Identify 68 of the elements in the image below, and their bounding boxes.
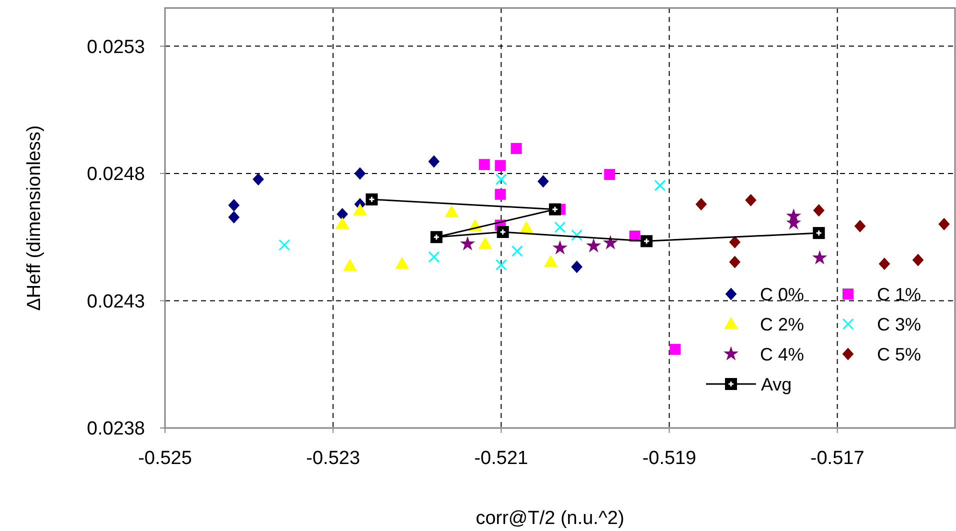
- legend-label: C 2%: [760, 314, 804, 334]
- point: [813, 204, 824, 216]
- point: [460, 236, 476, 250]
- point: [428, 251, 440, 263]
- y-tick-label: 0.0253: [86, 36, 145, 58]
- point: [478, 236, 492, 249]
- legend-label: C 4%: [760, 344, 804, 364]
- point: [496, 226, 509, 238]
- point: [228, 199, 240, 212]
- point: [228, 211, 240, 224]
- x-tick-label: -0.517: [810, 448, 864, 469]
- y-tick-label: 0.0238: [86, 418, 145, 440]
- point: [428, 155, 440, 168]
- x-tick-label: -0.525: [138, 448, 192, 469]
- point: [511, 245, 523, 257]
- point: [812, 250, 828, 264]
- point: [745, 194, 756, 206]
- legend-label: C 5%: [877, 344, 922, 364]
- x-tick-label: -0.519: [642, 448, 696, 469]
- point: [586, 238, 602, 252]
- point: [510, 143, 522, 154]
- point: [494, 160, 506, 172]
- point: [548, 203, 561, 216]
- point: [430, 231, 442, 244]
- y-tick-label: 0.0248: [86, 164, 145, 186]
- x-tick-label: -0.521: [474, 448, 528, 469]
- point: [342, 258, 357, 271]
- point: [571, 229, 583, 241]
- point: [538, 175, 549, 188]
- y-axis-title: ΔHeff (dimensionless): [24, 125, 45, 311]
- point: [912, 254, 924, 266]
- point: [854, 220, 866, 232]
- point: [278, 239, 290, 251]
- point: [729, 256, 740, 268]
- point: [494, 188, 506, 200]
- legend-label: C 0%: [760, 284, 804, 304]
- point: [938, 218, 950, 230]
- point: [354, 167, 366, 180]
- point: [252, 173, 264, 186]
- x-tick-label: -0.523: [306, 448, 360, 469]
- point: [640, 235, 653, 248]
- point: [336, 208, 348, 220]
- legend-label: C 3%: [877, 314, 922, 334]
- point: [878, 258, 890, 270]
- point: [444, 205, 459, 218]
- legend-label: Avg: [761, 374, 792, 394]
- point: [519, 221, 534, 234]
- y-tick-label: 0.0243: [86, 291, 145, 312]
- point: [495, 174, 507, 186]
- point: [495, 259, 507, 271]
- point: [670, 344, 681, 355]
- point: [604, 168, 616, 180]
- point: [352, 203, 367, 216]
- point: [696, 198, 707, 210]
- point: [571, 260, 582, 273]
- point: [544, 255, 558, 268]
- point: [654, 180, 666, 192]
- point: [478, 159, 490, 170]
- point: [335, 217, 350, 230]
- x-axis-title: corr@T/2 (n.u.^2): [476, 508, 624, 529]
- legend-label: C 1%: [877, 284, 922, 304]
- point: [812, 227, 825, 240]
- point: [554, 221, 566, 233]
- point: [552, 240, 568, 254]
- point: [602, 235, 618, 250]
- point: [729, 236, 740, 248]
- point: [366, 193, 378, 206]
- point: [395, 256, 409, 269]
